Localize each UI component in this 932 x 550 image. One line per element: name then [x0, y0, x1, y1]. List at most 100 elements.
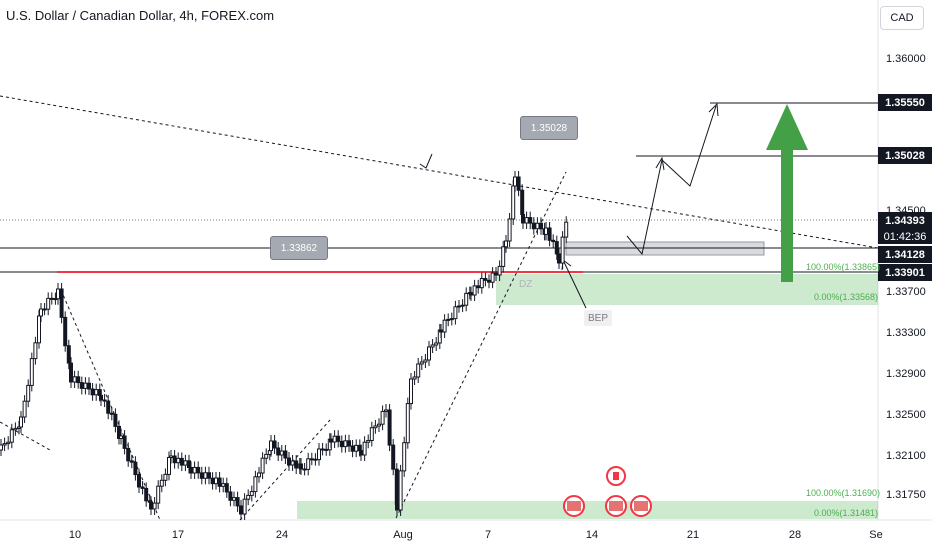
y-tick: 1.33700 — [886, 286, 926, 298]
candle-body — [366, 439, 371, 443]
fib-lower-0: 0.00%(1.31481) — [814, 508, 879, 518]
candle-body — [129, 460, 134, 463]
candle-body — [535, 222, 540, 230]
bep-label: BEP — [584, 310, 612, 326]
candle-body — [339, 440, 344, 448]
candle-body — [189, 467, 193, 474]
projection-arrowhead-2 — [708, 102, 719, 117]
projection-path — [626, 105, 717, 256]
x-tick: 28 — [788, 529, 802, 541]
candle-body — [442, 319, 447, 333]
candle-body — [49, 297, 54, 300]
candle-body — [246, 494, 251, 500]
demand-zone-upper — [496, 274, 878, 305]
candle-body — [490, 272, 495, 283]
candle-body — [0, 444, 3, 451]
candle-body — [511, 185, 516, 220]
candle-body — [276, 447, 281, 456]
candle-body — [439, 329, 443, 333]
candle-body — [476, 285, 481, 289]
x-tick: Aug — [393, 529, 413, 541]
candle-body — [272, 440, 277, 449]
candle-body — [90, 388, 95, 396]
candle-body — [409, 378, 413, 405]
candle-body — [102, 399, 107, 402]
candle-body — [324, 448, 329, 451]
candle-body — [94, 389, 99, 396]
candle-body — [22, 400, 27, 418]
price-label-target1: 1.35028 — [878, 147, 932, 164]
descending-trendline — [0, 95, 879, 249]
fib-upper-100: 100.00%(1.33865) — [806, 262, 881, 272]
event-icons[interactable] — [563, 466, 652, 517]
candle-body — [203, 472, 208, 479]
candle-body — [412, 376, 417, 380]
callout-low[interactable]: 1.33862 — [270, 236, 328, 260]
candle-body — [169, 455, 173, 458]
demand-zone-lower — [297, 501, 878, 519]
candle-body — [46, 297, 51, 310]
candle-body — [207, 472, 211, 479]
candle-body — [387, 409, 392, 446]
candle-body — [347, 440, 351, 447]
dashed-diagonal-2 — [395, 171, 567, 519]
candle-body — [516, 176, 521, 191]
y-tick: 1.32100 — [886, 450, 926, 462]
candle-body — [264, 453, 269, 459]
callout-high[interactable]: 1.35028 — [520, 116, 578, 140]
price-label-level-b: 1.33901 — [878, 264, 932, 281]
candle-body — [187, 460, 191, 468]
candle-body — [434, 342, 439, 346]
candle-body — [6, 441, 11, 445]
candle-body — [224, 483, 229, 493]
candle-body — [172, 455, 177, 464]
candle-body — [122, 435, 127, 449]
price-label-last: 1.34393 — [878, 212, 932, 229]
candle-body — [513, 176, 517, 187]
candle-body — [217, 477, 222, 487]
bar-countdown: 01:42:36 — [878, 229, 932, 244]
candle-body — [427, 346, 431, 361]
candle-body — [56, 288, 60, 300]
candle-body — [306, 458, 311, 470]
candle-body — [299, 463, 303, 470]
x-tick: 7 — [484, 529, 492, 541]
dashed-diagonal-1 — [60, 289, 161, 521]
candle-body — [551, 239, 556, 243]
currency-button[interactable]: CAD — [880, 6, 924, 30]
candle-body — [113, 413, 118, 427]
candle-body — [210, 477, 215, 485]
y-tick: 1.32500 — [886, 409, 926, 421]
candle-body — [63, 316, 68, 347]
x-tick: 10 — [68, 529, 82, 541]
candle-body — [59, 288, 64, 318]
candle-body — [354, 444, 359, 452]
candle-body — [494, 272, 498, 276]
candle-body — [362, 441, 367, 456]
candle-body — [126, 447, 131, 462]
candle-body — [249, 491, 254, 496]
candle-body — [19, 416, 23, 428]
candle-body — [564, 221, 569, 238]
price-label-target2: 1.35550 — [878, 94, 932, 111]
candle-body — [66, 345, 71, 364]
candle-body — [152, 502, 157, 510]
candle-body — [373, 425, 378, 429]
candle-body — [430, 344, 435, 348]
y-tick: 1.36000 — [886, 53, 926, 65]
x-tick: 14 — [585, 529, 599, 541]
candle-body — [283, 450, 288, 459]
candle-body — [343, 440, 348, 448]
dashed-diagonal-4 — [239, 419, 331, 521]
candle-body — [483, 278, 488, 281]
candle-body — [419, 361, 424, 365]
price-label-level-a: 1.34128 — [878, 246, 932, 263]
candle-body — [140, 486, 145, 489]
candle-body — [384, 409, 388, 412]
x-tick: Se — [869, 529, 883, 541]
candle-body — [214, 477, 218, 485]
candle-body — [294, 460, 299, 469]
candle-body — [99, 394, 103, 401]
candle-body — [554, 241, 559, 255]
